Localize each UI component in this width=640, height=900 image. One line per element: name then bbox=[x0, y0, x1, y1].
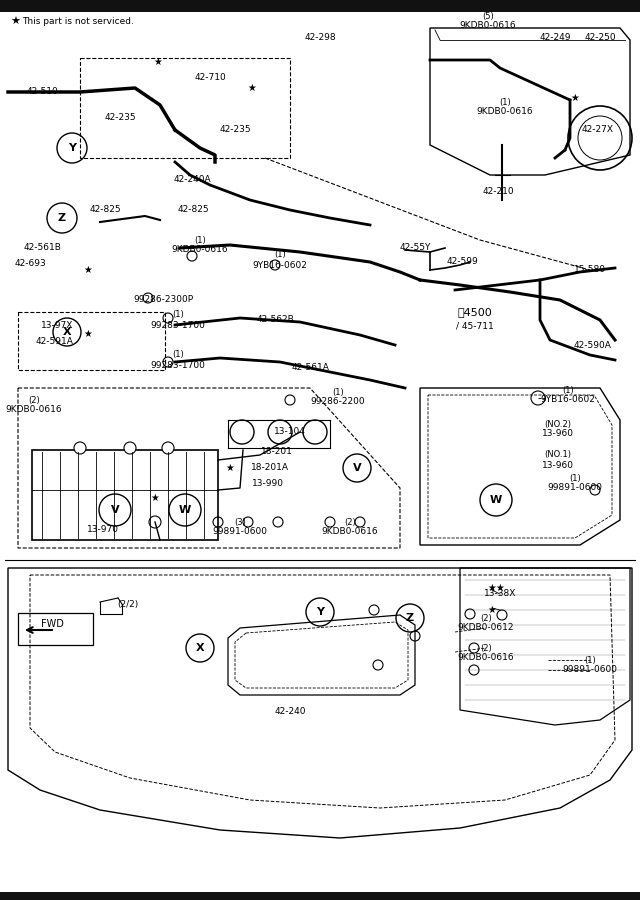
Text: 9KDB0-0616: 9KDB0-0616 bbox=[460, 22, 516, 31]
Text: 42-235: 42-235 bbox=[219, 125, 251, 134]
Text: 9KDB0-0616: 9KDB0-0616 bbox=[172, 246, 228, 255]
Text: 13-960: 13-960 bbox=[542, 429, 574, 438]
Text: ★: ★ bbox=[248, 83, 257, 93]
Text: (2): (2) bbox=[480, 614, 492, 623]
Text: 42-562B: 42-562B bbox=[256, 316, 294, 325]
Text: 13-960: 13-960 bbox=[542, 461, 574, 470]
Text: 42-710: 42-710 bbox=[194, 74, 226, 83]
Text: 42-235: 42-235 bbox=[104, 113, 136, 122]
Text: V: V bbox=[353, 463, 362, 473]
Text: 9KDB0-0616: 9KDB0-0616 bbox=[458, 653, 515, 662]
Text: 42-240A: 42-240A bbox=[173, 176, 211, 184]
Text: (2): (2) bbox=[480, 644, 492, 652]
Text: 42-27X: 42-27X bbox=[582, 125, 614, 134]
Text: (1): (1) bbox=[274, 250, 286, 259]
Circle shape bbox=[162, 442, 174, 454]
Text: 99283-1700: 99283-1700 bbox=[150, 361, 205, 370]
Bar bbox=[18, 613, 93, 645]
Text: (1): (1) bbox=[569, 473, 581, 482]
Text: (1): (1) bbox=[172, 350, 184, 359]
Text: 42-693: 42-693 bbox=[14, 259, 46, 268]
Text: ★: ★ bbox=[488, 583, 497, 593]
Text: 99891-0600: 99891-0600 bbox=[212, 527, 268, 536]
Text: (NO.1): (NO.1) bbox=[545, 451, 572, 460]
Bar bbox=[0, 0, 640, 12]
Text: ★: ★ bbox=[495, 583, 504, 593]
Text: ★: ★ bbox=[150, 493, 159, 503]
Text: 42-825: 42-825 bbox=[177, 205, 209, 214]
Text: 42-250: 42-250 bbox=[584, 33, 616, 42]
Text: 99286-2200: 99286-2200 bbox=[310, 398, 365, 407]
Text: (NO.2): (NO.2) bbox=[545, 419, 572, 428]
Text: X: X bbox=[196, 643, 204, 653]
Text: 99891-0600: 99891-0600 bbox=[547, 483, 602, 492]
Text: ★: ★ bbox=[571, 93, 579, 103]
Text: 42-599: 42-599 bbox=[446, 257, 478, 266]
Text: ★: ★ bbox=[10, 17, 20, 27]
Text: 9KDB0-0616: 9KDB0-0616 bbox=[6, 406, 62, 415]
Text: Z: Z bbox=[406, 613, 414, 623]
Text: 18-201: 18-201 bbox=[261, 447, 293, 456]
Text: 42-561B: 42-561B bbox=[23, 244, 61, 253]
Text: 99286-2300P: 99286-2300P bbox=[133, 295, 193, 304]
Text: FWD: FWD bbox=[40, 619, 63, 629]
Text: 13-970: 13-970 bbox=[87, 526, 119, 535]
Text: ★: ★ bbox=[84, 265, 92, 275]
Bar bbox=[0, 892, 640, 900]
Text: This part is not serviced.: This part is not serviced. bbox=[22, 17, 134, 26]
Text: 42-298: 42-298 bbox=[304, 33, 336, 42]
Text: ★: ★ bbox=[488, 605, 497, 615]
Text: ★: ★ bbox=[226, 463, 234, 473]
Text: X: X bbox=[63, 327, 71, 337]
Text: 42-249: 42-249 bbox=[540, 33, 571, 42]
Text: 9YB16-0602: 9YB16-0602 bbox=[253, 260, 307, 269]
Text: (1): (1) bbox=[499, 97, 511, 106]
Text: 42-510: 42-510 bbox=[26, 87, 58, 96]
Text: Z: Z bbox=[58, 213, 66, 223]
Text: 18-201A: 18-201A bbox=[251, 464, 289, 472]
Text: Y: Y bbox=[316, 607, 324, 617]
Text: V: V bbox=[111, 505, 119, 515]
Text: 42-210: 42-210 bbox=[482, 187, 514, 196]
Text: 42-825: 42-825 bbox=[89, 205, 121, 214]
Text: 13-990: 13-990 bbox=[252, 480, 284, 489]
Text: Y: Y bbox=[68, 143, 76, 153]
Circle shape bbox=[124, 442, 136, 454]
Text: ★: ★ bbox=[154, 57, 163, 67]
Text: 42-561A: 42-561A bbox=[291, 364, 329, 373]
Text: W: W bbox=[490, 495, 502, 505]
Text: (1): (1) bbox=[194, 236, 206, 245]
Text: (5): (5) bbox=[482, 12, 494, 21]
Text: (2): (2) bbox=[344, 518, 356, 526]
Text: 13-97X: 13-97X bbox=[41, 321, 73, 330]
Text: 99891-0600: 99891-0600 bbox=[563, 665, 618, 674]
Text: ★: ★ bbox=[84, 329, 92, 339]
Text: W: W bbox=[179, 505, 191, 515]
Text: (1): (1) bbox=[172, 310, 184, 320]
Text: 13-104: 13-104 bbox=[274, 428, 306, 436]
Text: (3): (3) bbox=[234, 518, 246, 526]
Text: 42-591A: 42-591A bbox=[36, 338, 74, 346]
Text: ⑷4500: ⑷4500 bbox=[458, 307, 492, 317]
Text: (1): (1) bbox=[332, 388, 344, 397]
Text: 9KDB0-0612: 9KDB0-0612 bbox=[458, 624, 515, 633]
Text: 9YB16-0602: 9YB16-0602 bbox=[541, 395, 595, 404]
Text: 9KDB0-0616: 9KDB0-0616 bbox=[477, 107, 533, 116]
Text: 42-55Y: 42-55Y bbox=[399, 244, 431, 253]
Text: 15-580: 15-580 bbox=[574, 266, 606, 274]
Text: 42-590A: 42-590A bbox=[573, 340, 611, 349]
Text: 99283-1700: 99283-1700 bbox=[150, 320, 205, 329]
Text: (2/2): (2/2) bbox=[117, 599, 139, 608]
Circle shape bbox=[74, 442, 86, 454]
Text: 13-38X: 13-38X bbox=[484, 590, 516, 598]
Text: (1): (1) bbox=[584, 655, 596, 664]
Text: / 45-711: / 45-711 bbox=[456, 321, 494, 330]
Text: 42-240: 42-240 bbox=[275, 707, 306, 716]
Text: (1): (1) bbox=[562, 385, 574, 394]
Text: (2): (2) bbox=[28, 395, 40, 404]
Text: 9KDB0-0616: 9KDB0-0616 bbox=[322, 527, 378, 536]
